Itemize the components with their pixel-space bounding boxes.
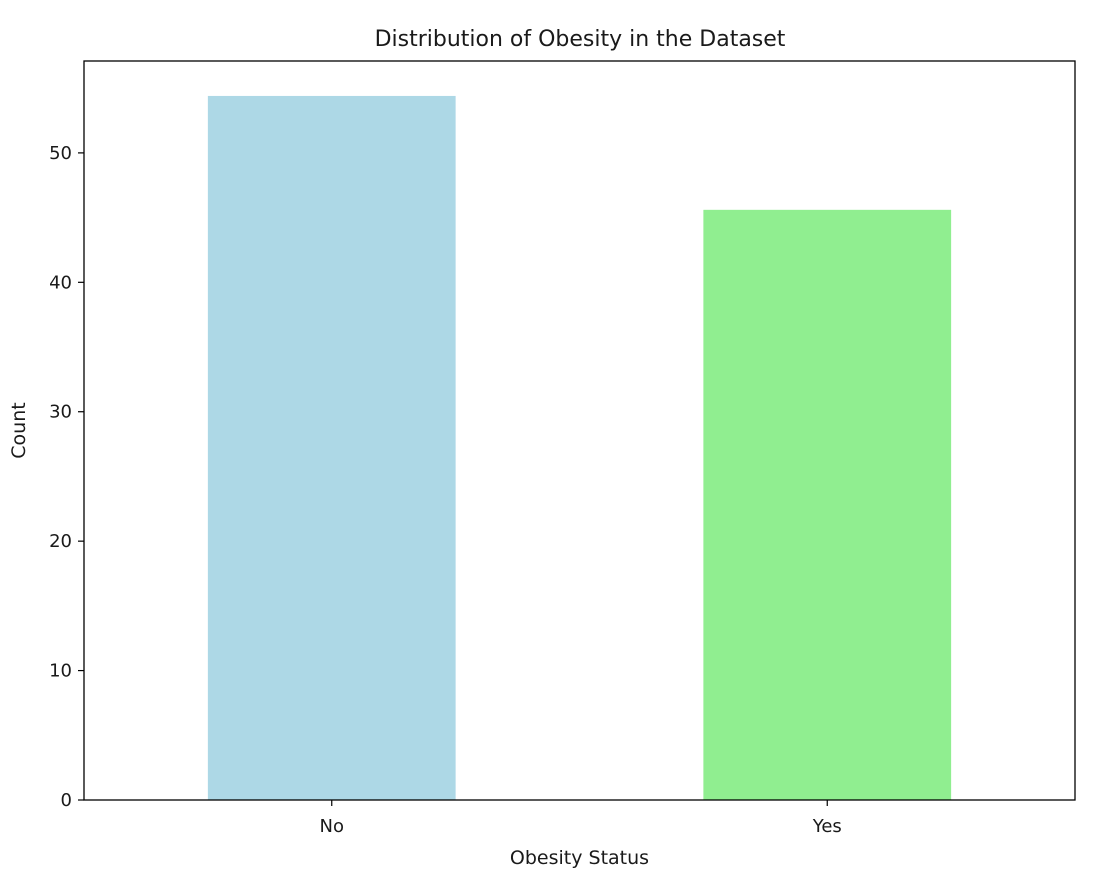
y-tick-label: 0	[61, 790, 72, 811]
y-tick-label: 20	[49, 531, 72, 552]
x-tick-label: Yes	[812, 816, 842, 837]
y-tick-label: 30	[49, 402, 72, 423]
x-axis-ticks: No Yes	[320, 800, 842, 837]
x-axis-label: Obesity Status	[510, 847, 649, 869]
plot-area-frame	[83, 60, 1076, 801]
bar-yes	[703, 209, 952, 800]
bars-group	[207, 95, 952, 800]
x-tick-label: No	[320, 816, 344, 837]
bar-no	[207, 95, 456, 800]
chart-title: Distribution of Obesity in the Dataset	[375, 27, 786, 52]
y-tick-label: 10	[49, 661, 72, 682]
y-axis-ticks: 0 10 20 30 40 50	[49, 143, 84, 811]
y-tick-label: 50	[49, 143, 72, 164]
y-axis-label: Count	[8, 402, 30, 458]
y-tick-label: 40	[49, 272, 72, 293]
